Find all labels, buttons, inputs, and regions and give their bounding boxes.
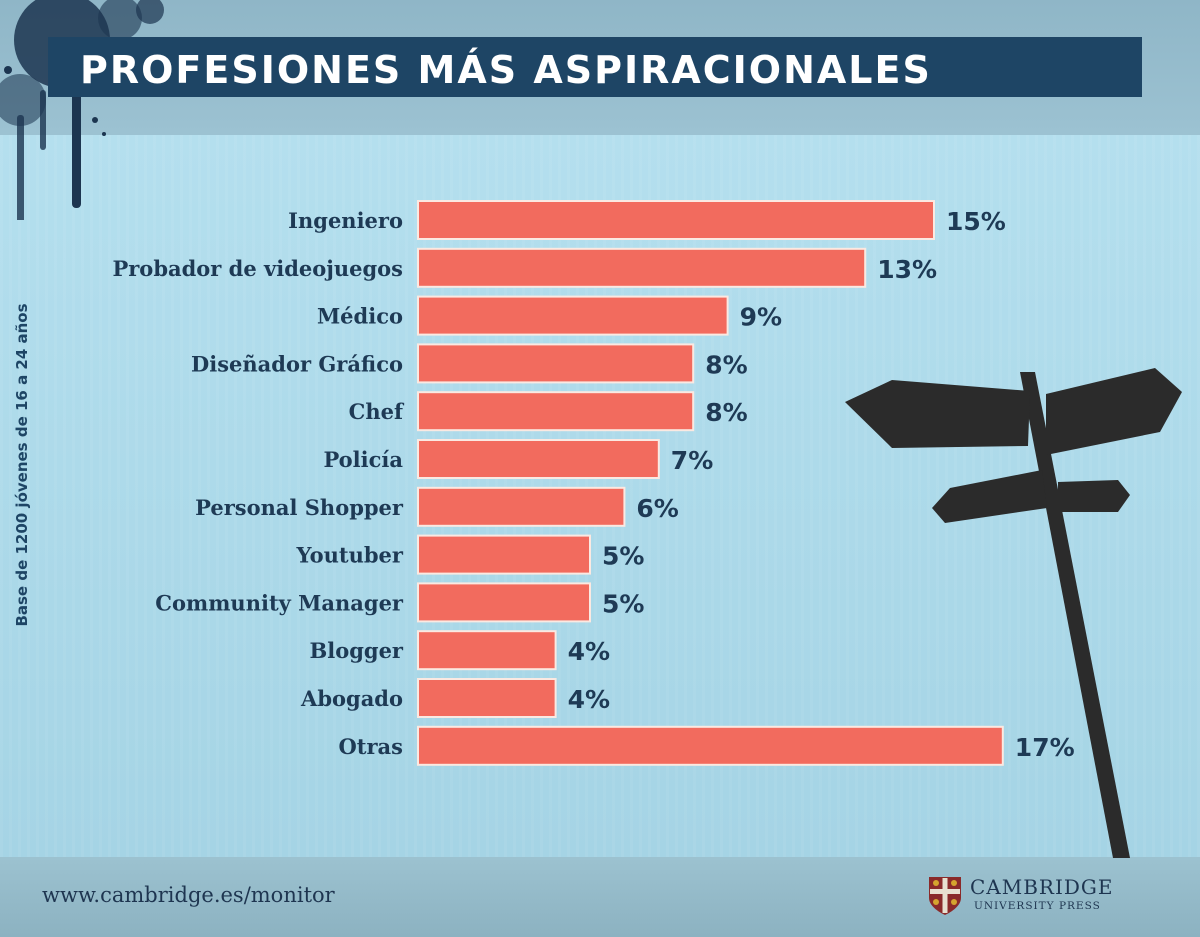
category-label: Ingeniero bbox=[288, 208, 403, 233]
bar-9 bbox=[417, 630, 557, 671]
value-label: 15% bbox=[946, 207, 1006, 236]
bar-0 bbox=[417, 200, 935, 240]
category-label: Community Manager bbox=[155, 590, 404, 615]
bar-3 bbox=[417, 343, 695, 384]
value-label: 4% bbox=[568, 685, 610, 714]
bar-1 bbox=[417, 247, 867, 288]
spray-paint-decoration bbox=[0, 0, 164, 220]
publisher-subtitle: UNIVERSITY PRESS bbox=[974, 900, 1101, 912]
bar-4 bbox=[417, 391, 695, 432]
value-label: 5% bbox=[602, 542, 644, 571]
category-labels: Ingeniero Probador de videojuegos Médico Di… bbox=[112, 208, 404, 759]
bar-series bbox=[417, 200, 1004, 766]
footer-band bbox=[0, 857, 1200, 937]
bar-8 bbox=[417, 582, 591, 623]
value-label: 8% bbox=[705, 398, 747, 427]
value-label: 5% bbox=[602, 589, 644, 618]
category-label: Otras bbox=[339, 734, 404, 759]
bar-2 bbox=[417, 295, 729, 336]
value-label: 6% bbox=[636, 494, 678, 523]
cambridge-shield-icon bbox=[929, 877, 961, 915]
category-label: Blogger bbox=[309, 638, 403, 663]
value-label: 4% bbox=[568, 637, 610, 666]
bar-7 bbox=[417, 534, 591, 575]
category-label: Abogado bbox=[300, 686, 403, 711]
bar-10 bbox=[417, 678, 557, 718]
category-label: Médico bbox=[317, 304, 403, 329]
category-label: Policía bbox=[323, 447, 403, 472]
category-label: Youtuber bbox=[295, 543, 403, 568]
category-label: Probador de videojuegos bbox=[112, 256, 403, 281]
value-label: 9% bbox=[740, 303, 782, 332]
bar-11 bbox=[417, 725, 1004, 766]
bar-5 bbox=[417, 439, 660, 479]
publisher-name: CAMBRIDGE bbox=[970, 875, 1114, 899]
category-label: Chef bbox=[349, 399, 405, 424]
chart-title: PROFESIONES MÁS ASPIRACIONALES bbox=[80, 48, 932, 92]
footer-url-link[interactable]: www.cambridge.es/monitor bbox=[42, 883, 335, 907]
value-label: 13% bbox=[877, 255, 937, 284]
title-banner bbox=[48, 37, 1142, 97]
category-label: Personal Shopper bbox=[195, 495, 404, 520]
category-label: Diseñador Gráfico bbox=[191, 351, 403, 376]
value-label: 17% bbox=[1015, 733, 1075, 762]
value-label: 8% bbox=[705, 350, 747, 379]
value-labels: 15% 13% 9% 8% 8% 7% 6% 5% 5% 4% 4% 17% bbox=[568, 207, 1075, 762]
bar-6 bbox=[417, 486, 626, 527]
value-label: 7% bbox=[671, 446, 713, 475]
